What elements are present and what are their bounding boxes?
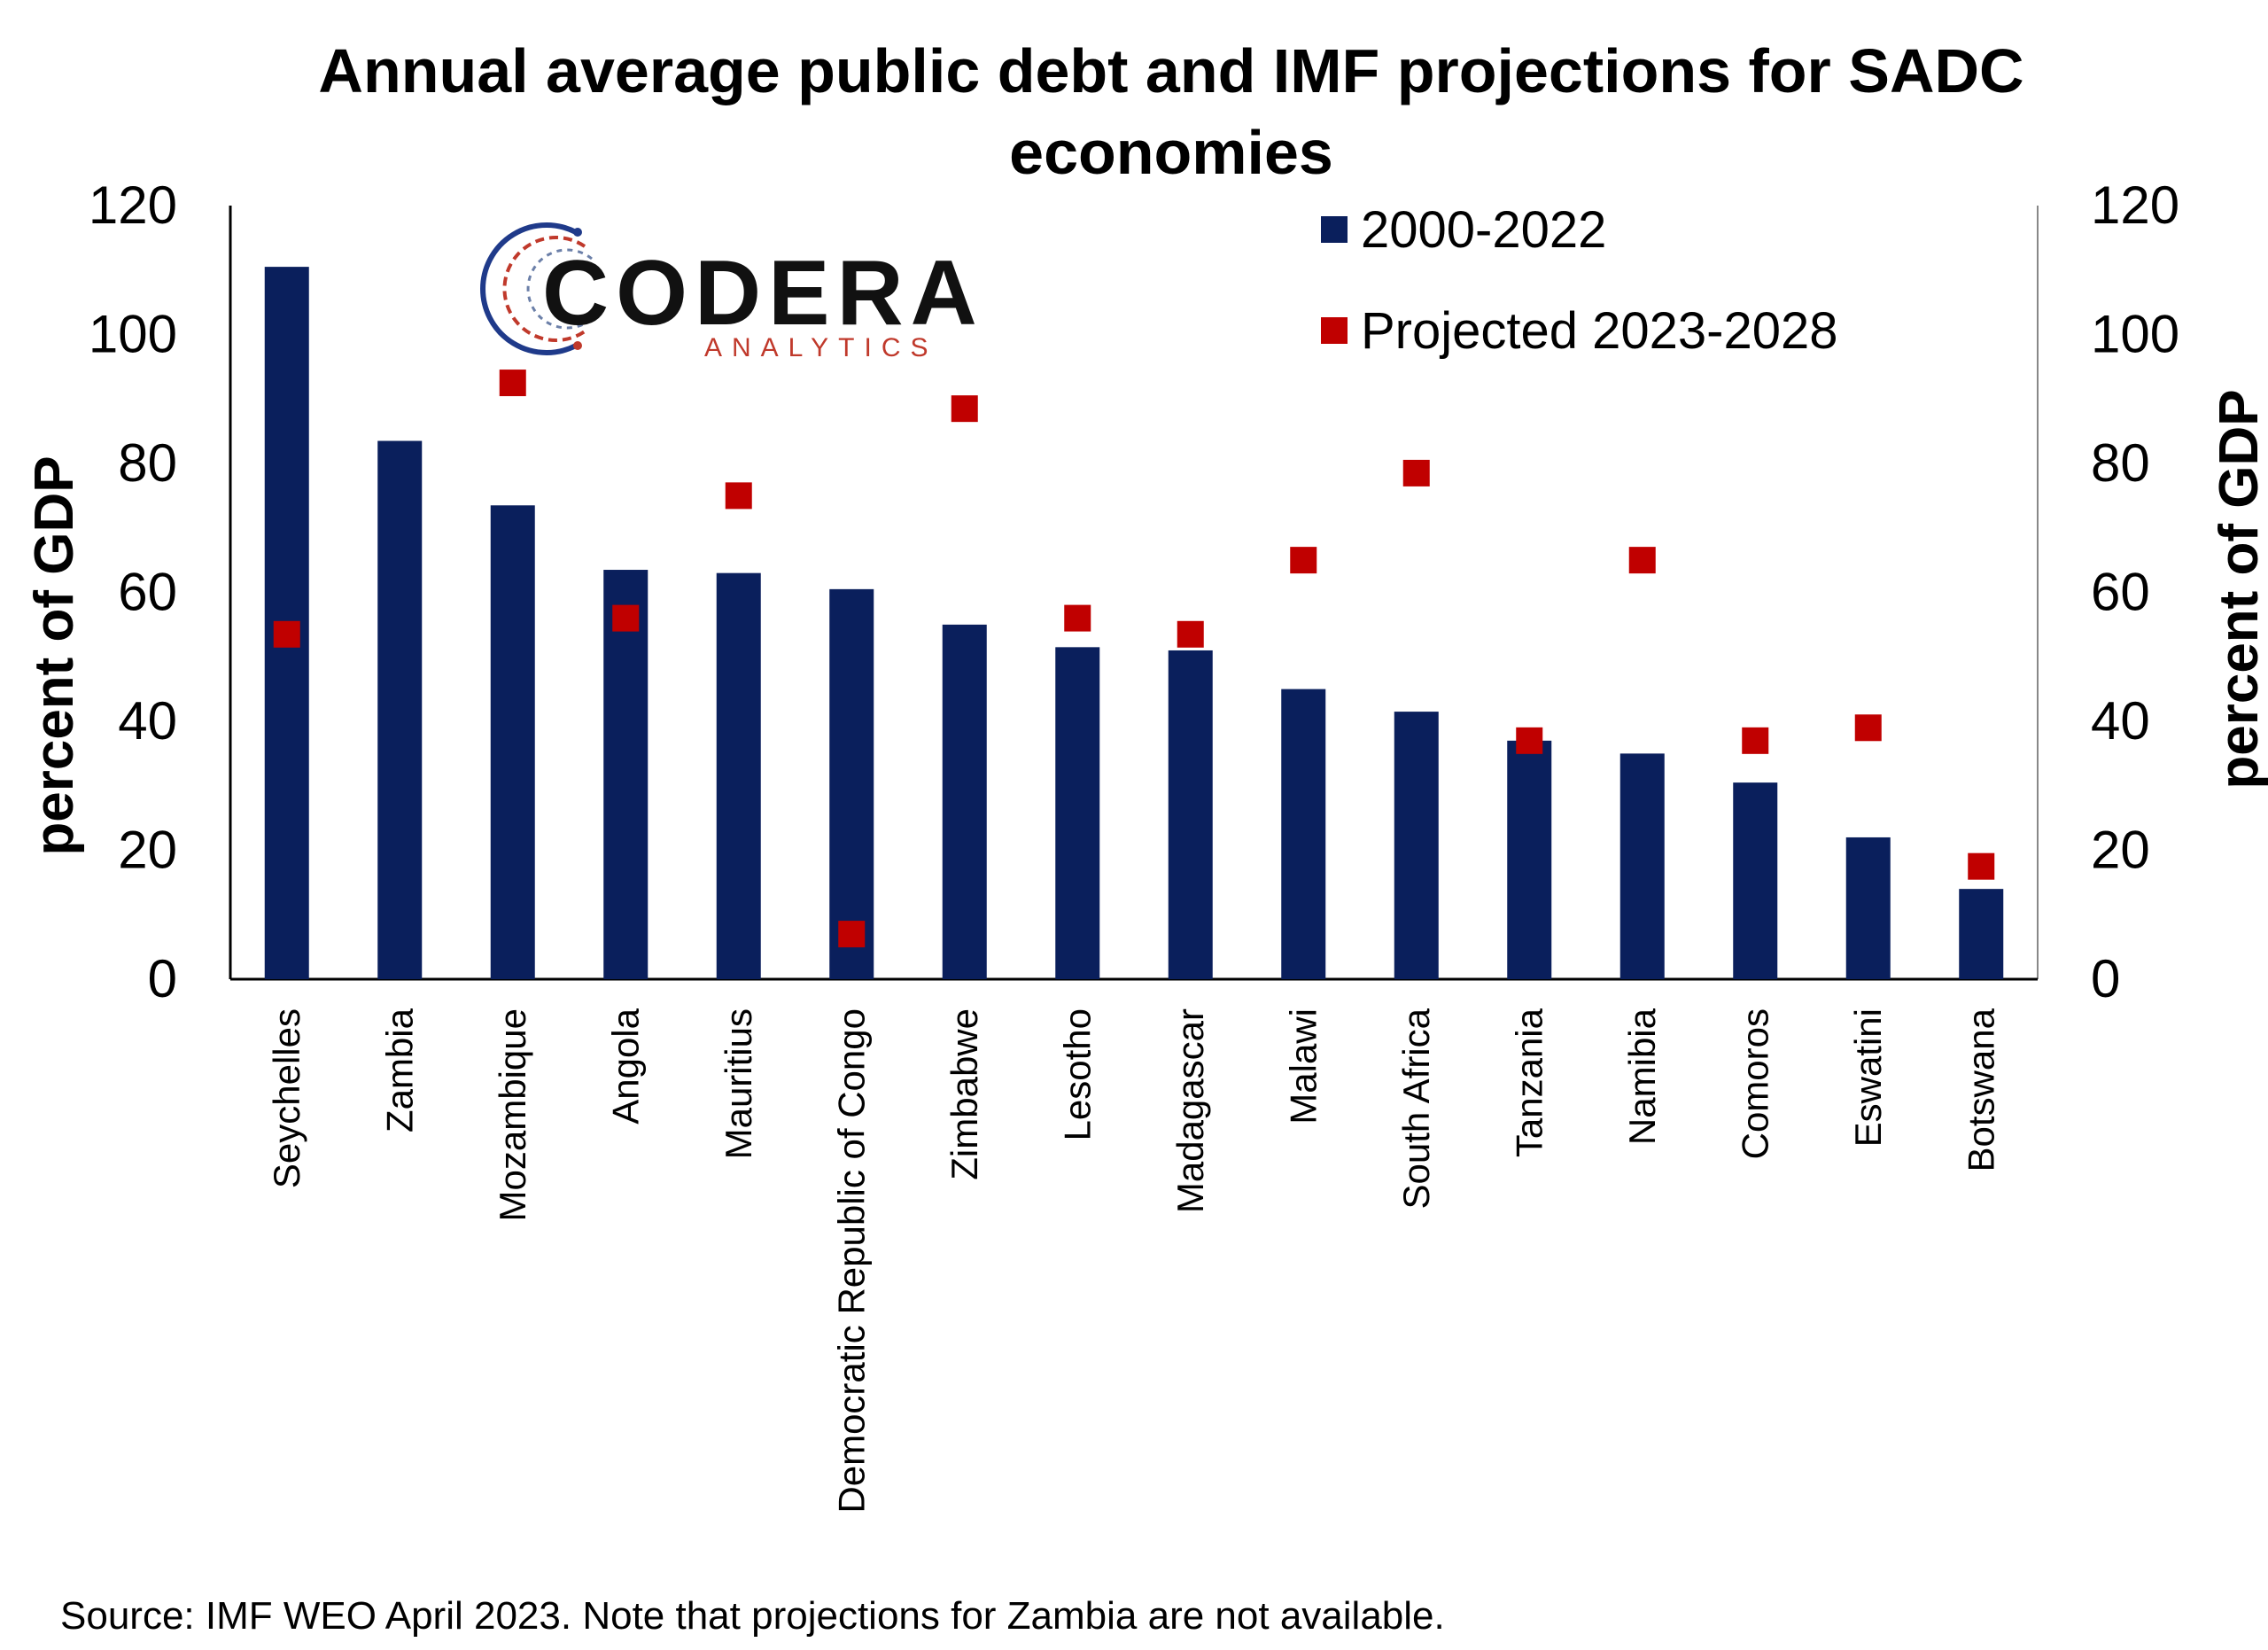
legend-swatch-projected xyxy=(1321,317,1348,344)
y-tick-left-label: 20 xyxy=(118,821,177,880)
bar-series xyxy=(264,267,2004,980)
codera-circuit-logo-icon xyxy=(480,222,593,355)
bar-zambia xyxy=(377,440,423,980)
marker-mauritius xyxy=(725,482,752,510)
category-label: Eswatini xyxy=(1847,1008,1889,1147)
marker-series xyxy=(273,370,1995,948)
bar-democratic-republic-of-congo xyxy=(829,588,874,979)
bar-angola xyxy=(603,570,649,979)
y-tick-right-label: 120 xyxy=(2091,175,2179,235)
marker-eswatini xyxy=(1854,714,1882,742)
bar-botswana xyxy=(1959,889,2004,979)
logo-wordmark: CODERA xyxy=(542,242,984,345)
y-tick-left-label: 60 xyxy=(118,563,177,622)
chart-title-line-1: Annual average public debt and IMF proje… xyxy=(318,36,2023,105)
category-label: Comoros xyxy=(1734,1008,1775,1159)
bar-eswatini xyxy=(1845,837,1891,979)
bar-zimbabwe xyxy=(942,624,987,979)
category-labels: Seychelles Zambia Mozambique Angola Mauritiu… xyxy=(266,1008,2002,1513)
category-label: Mozambique xyxy=(492,1008,533,1221)
category-label: Lesotho xyxy=(1056,1008,1098,1140)
legend-swatch-2000-2022 xyxy=(1321,216,1348,243)
category-label: Madagascar xyxy=(1169,1008,1211,1213)
y-tick-right-label: 40 xyxy=(2091,691,2150,751)
source-note: Source: IMF WEO April 2023. Note that pr… xyxy=(60,1594,1445,1638)
marker-seychelles xyxy=(273,620,300,648)
y-tick-right-label: 20 xyxy=(2091,821,2150,880)
y-axis-left-title: percent of GDP xyxy=(24,455,85,855)
category-label: Tanzania xyxy=(1508,1008,1550,1157)
marker-madagascar xyxy=(1177,620,1204,648)
legend-label-projected: Projected 2023-2028 xyxy=(1361,302,1838,360)
y-tick-left-label: 40 xyxy=(118,691,177,751)
category-label: Seychelles xyxy=(266,1008,307,1188)
bar-namibia xyxy=(1619,753,1665,979)
marker-angola xyxy=(612,604,640,632)
marker-comoros xyxy=(1742,727,1769,754)
bar-malawi xyxy=(1281,689,1326,979)
legend-label-2000-2022: 2000-2022 xyxy=(1361,201,1606,259)
marker-tanzania xyxy=(1516,727,1543,754)
y-ticks-right: 0 20 40 60 80 100 120 xyxy=(2091,175,2179,1008)
y-tick-left-label: 0 xyxy=(148,949,177,1008)
y-ticks-left: 0 20 40 60 80 100 120 xyxy=(89,175,177,1008)
bar-mauritius xyxy=(716,572,761,979)
marker-botswana xyxy=(1968,852,1995,880)
marker-democratic-republic-of-congo xyxy=(838,921,866,948)
category-label: Zambia xyxy=(378,1008,420,1132)
category-label: Zimbabwe xyxy=(944,1008,985,1180)
y-tick-right-label: 0 xyxy=(2091,949,2120,1008)
bar-mozambique xyxy=(490,505,535,979)
bar-tanzania xyxy=(1507,740,1552,979)
y-tick-left-label: 100 xyxy=(89,305,177,364)
chart-title-line-2: economies xyxy=(1009,118,1333,187)
marker-namibia xyxy=(1628,547,1656,574)
logo-tagline: ANALYTICS xyxy=(704,333,938,362)
legend: 2000-2022 Projected 2023-2028 xyxy=(1321,201,1838,360)
category-label: Democratic Republic of Congo xyxy=(830,1008,872,1514)
bar-lesotho xyxy=(1055,647,1100,979)
bar-madagascar xyxy=(1168,650,1213,979)
y-tick-left-label: 120 xyxy=(89,175,177,235)
marker-south-africa xyxy=(1402,459,1430,486)
category-label: Angola xyxy=(604,1008,646,1124)
marker-lesotho xyxy=(1064,604,1091,632)
marker-mozambique xyxy=(499,370,526,397)
y-tick-right-label: 60 xyxy=(2091,563,2150,622)
y-axis-right-title: percent of GDP xyxy=(2209,389,2268,789)
marker-malawi xyxy=(1290,547,1317,574)
y-tick-right-label: 100 xyxy=(2091,305,2179,364)
marker-zimbabwe xyxy=(951,395,978,423)
y-tick-left-label: 80 xyxy=(118,433,177,493)
category-label: South Africa xyxy=(1395,1008,1437,1209)
bar-south-africa xyxy=(1394,712,1439,979)
category-label: Namibia xyxy=(1621,1008,1663,1145)
y-tick-right-label: 80 xyxy=(2091,433,2150,493)
category-label: Botswana xyxy=(1960,1008,2001,1171)
category-label: Mauritius xyxy=(718,1008,759,1159)
codera-logo: CODERA ANALYTICS xyxy=(480,222,984,362)
bar-comoros xyxy=(1733,782,1778,979)
category-label: Malawi xyxy=(1282,1008,1324,1125)
